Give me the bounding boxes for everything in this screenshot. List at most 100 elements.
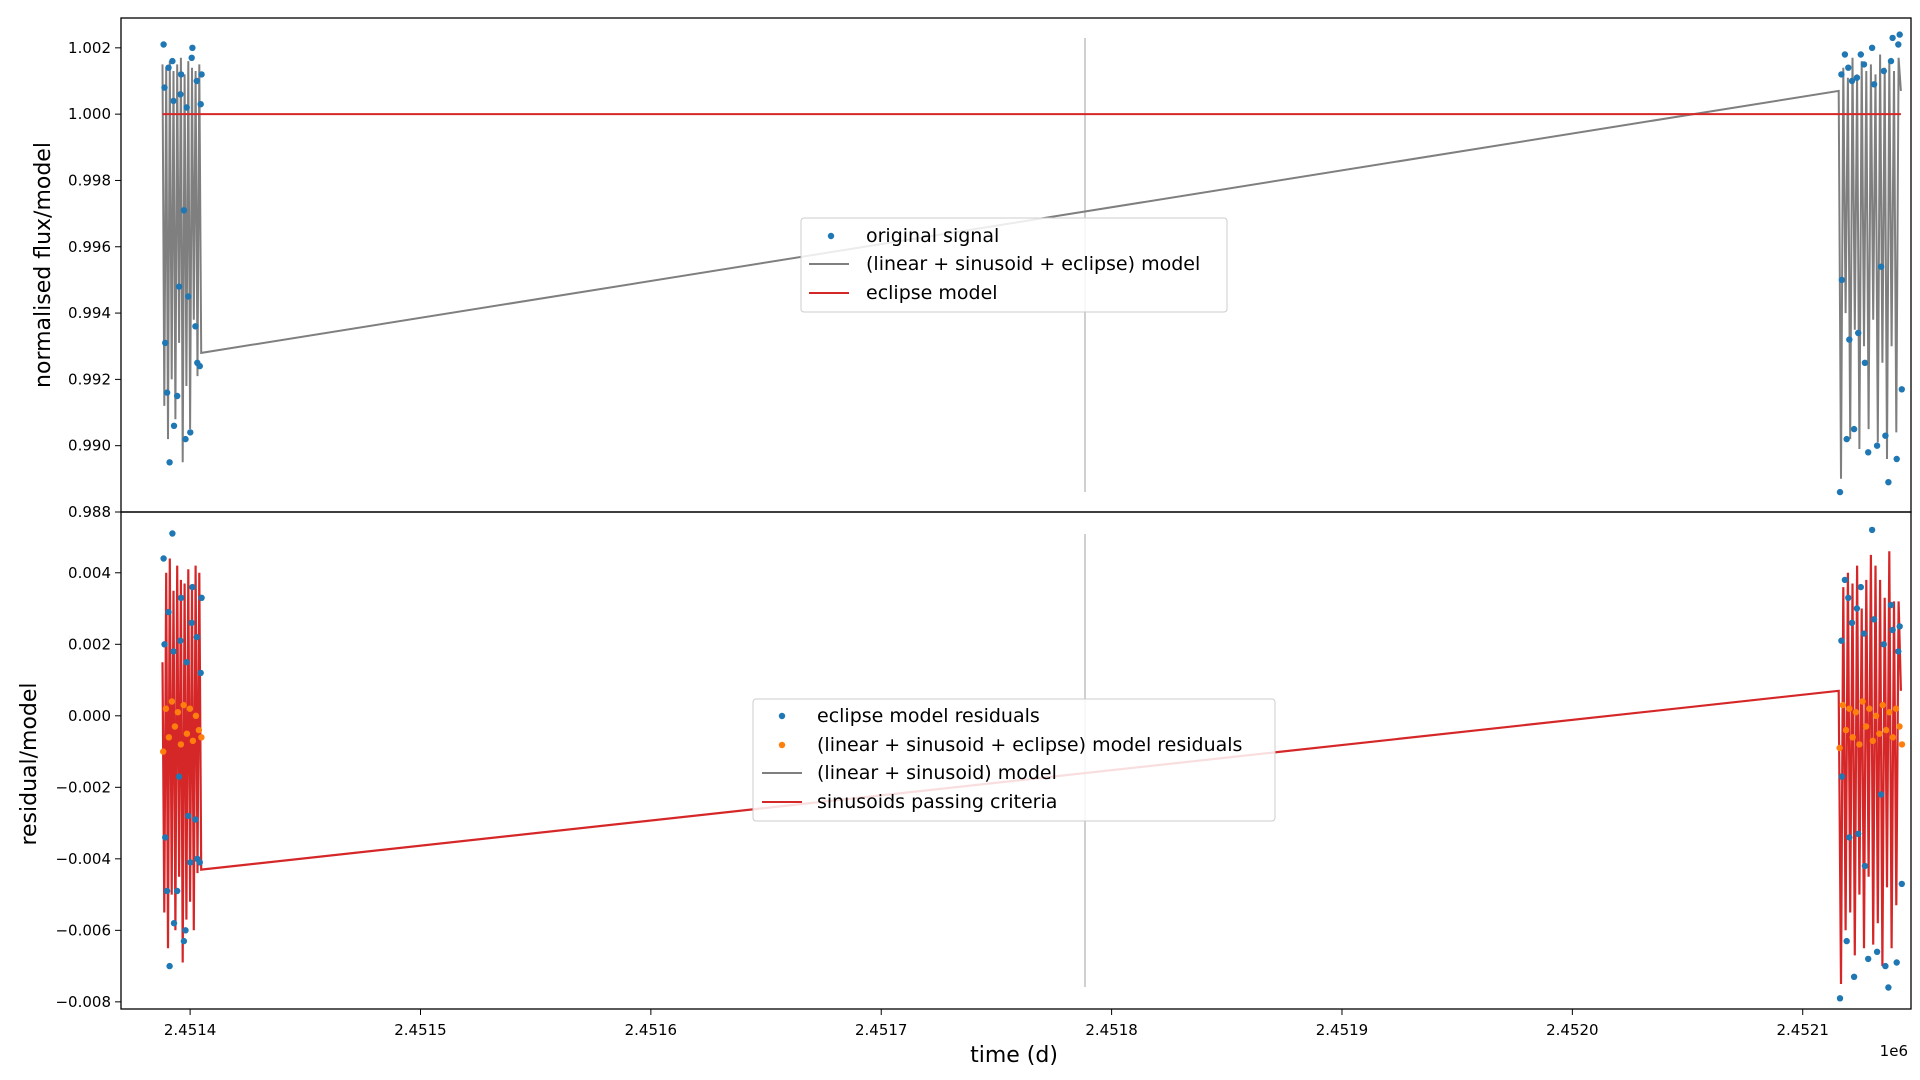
legend-marker-eclipse-residuals (778, 712, 786, 720)
eclipse-residual-point (1877, 791, 1885, 798)
full-model-residual-point (1866, 705, 1873, 712)
full-model-residual-point (186, 705, 194, 712)
legend-label-linear-sinusoid: (linear + sinusoid) model (817, 762, 1057, 784)
original-signal-point (1836, 488, 1844, 496)
eclipse-residual-point (1898, 880, 1906, 888)
original-signal-point (1861, 359, 1869, 366)
original-signal-point (1868, 44, 1876, 51)
eclipse-residual-point (163, 887, 171, 895)
eclipse-residual-point (192, 816, 199, 823)
full-model-residual-point (1856, 741, 1863, 748)
original-signal-point (187, 429, 194, 436)
xtick-label: 2.4517 (855, 1021, 908, 1039)
original-signal-point (185, 293, 192, 300)
eclipse-residual-point (188, 619, 195, 626)
original-signal-point (163, 389, 171, 396)
eclipse-residual-point (1896, 623, 1903, 630)
full-model-residual-point (189, 737, 197, 744)
top-ytick-label: 1.002 (68, 39, 111, 57)
bottom-y-axis-label: residual/model (17, 682, 42, 845)
eclipse-residual-point (161, 641, 168, 648)
bottom-legend-box (752, 698, 1276, 822)
eclipse-residual-point (196, 859, 203, 866)
eclipse-residual-point (1855, 830, 1862, 837)
top-series (160, 31, 1906, 496)
original-signal-point (174, 392, 181, 400)
original-signal-point (177, 91, 184, 98)
xtick-label: 2.4519 (1316, 1021, 1369, 1039)
full-model-residual-point (198, 734, 205, 741)
bottom-ytick-label: 0.000 (68, 707, 111, 725)
original-signal-point (1838, 71, 1845, 78)
original-signal-point (1882, 432, 1889, 439)
eclipse-residual-point (170, 648, 177, 655)
eclipse-residual-point (1873, 948, 1881, 955)
eclipse-residual-point (1853, 605, 1861, 612)
original-signal-point (182, 435, 189, 443)
bottom-ytick-label: 0.002 (68, 635, 111, 653)
original-signal-point (175, 283, 183, 290)
full-model-residual-point (1849, 734, 1856, 741)
full-model-residual-point (168, 698, 176, 705)
eclipse-residual-point (180, 937, 188, 945)
x-ticks: 2.4514 2.4515 2.4516 2.4517 2.4518 2.4519 2.45… (164, 1009, 1829, 1039)
original-signal-point (1889, 34, 1896, 42)
eclipse-residual-point (1838, 773, 1846, 780)
original-signal-point (1838, 276, 1846, 284)
original-signal-point (1845, 64, 1852, 71)
eclipse-residual-point (1889, 626, 1896, 634)
eclipse-residual-point (162, 834, 169, 841)
eclipse-residual-point (1868, 526, 1876, 534)
full-model-residual-point (192, 712, 200, 719)
top-legend-box (800, 217, 1228, 313)
eclipse-residual-point (1861, 862, 1869, 870)
full-model-residual-point (1876, 730, 1883, 737)
full-model-residual-point (1839, 701, 1847, 709)
xtick-label: 2.4520 (1546, 1021, 1599, 1039)
original-signal-point (1893, 455, 1900, 463)
legend-marker-original-signal (827, 232, 835, 240)
full-model-residual-point (1852, 709, 1860, 716)
top-y-ticks: 1.002 1.000 0.998 0.996 0.994 0.992 0.990 0.988 (68, 39, 121, 521)
eclipse-residual-point (169, 530, 176, 537)
original-signal-point (1860, 61, 1868, 68)
full-model-residual-point (1869, 737, 1877, 744)
eclipse-residual-point (1836, 995, 1844, 1002)
original-signal-point (180, 207, 188, 214)
original-signal-point (1865, 449, 1872, 456)
top-ytick-label: 0.988 (68, 503, 111, 521)
eclipse-residual-point (160, 555, 167, 562)
full-model-residual-point (1892, 705, 1900, 712)
eclipse-residual-point (1885, 984, 1892, 991)
original-signal-point (1857, 51, 1865, 58)
full-model-residual-point (1889, 734, 1897, 741)
original-signal-point (188, 54, 195, 61)
eclipse-residual-point (170, 920, 178, 927)
eclipse-residual-point (1841, 576, 1849, 584)
original-signal-point (183, 104, 190, 111)
full-model-residual-point (177, 741, 185, 748)
eclipse-residual-point (1870, 616, 1878, 623)
original-signal-point (170, 97, 177, 105)
legend-label-eclipse-residuals: eclipse model residuals (817, 705, 1040, 727)
bottom-ytick-label: −0.006 (55, 921, 111, 939)
original-signal-point (166, 459, 173, 466)
original-signal-point (160, 41, 167, 48)
eclipse-residual-point (1843, 937, 1850, 945)
top-ytick-label: 0.998 (68, 171, 111, 189)
xtick-label: 2.4515 (394, 1021, 447, 1039)
eclipse-residual-point (187, 859, 194, 866)
full-model-residual-point (1896, 723, 1903, 730)
eclipse-residual-point (177, 594, 185, 601)
bottom-ytick-label: −0.004 (55, 850, 111, 868)
full-model-residual-point (1842, 726, 1850, 734)
original-signal-point (1853, 74, 1861, 81)
eclipse-residual-point (1857, 583, 1865, 591)
full-model-line (161, 54, 1902, 479)
sinusoids-passing-line (161, 551, 1902, 985)
original-signal-point (161, 84, 168, 91)
eclipse-residual-point (1880, 641, 1888, 648)
original-signal-point (1848, 77, 1856, 85)
x-axis-label: time (d) (970, 1043, 1058, 1068)
